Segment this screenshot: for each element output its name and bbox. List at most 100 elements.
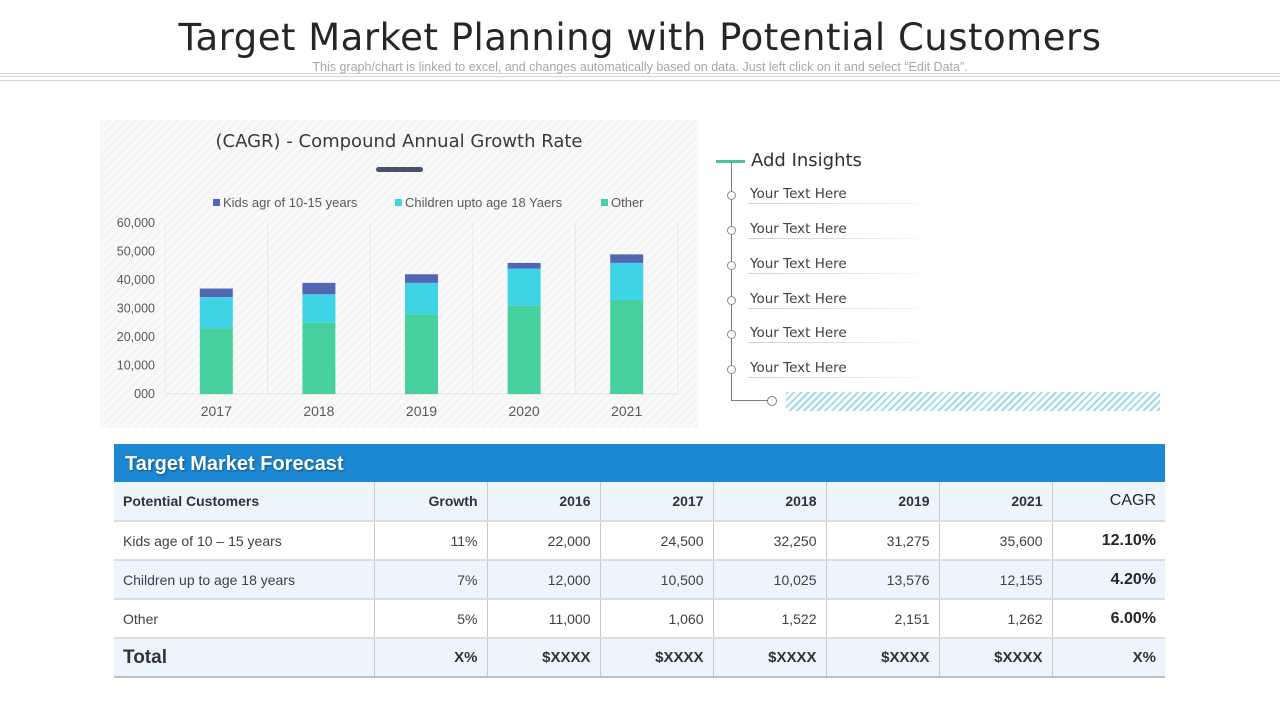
table-cell: 31,275 [826,521,940,561]
table-cell: 10,025 [713,560,827,600]
legend-swatch [213,199,220,206]
table-cell: 11,000 [487,599,601,639]
y-tick-label: 30,000 [117,302,155,316]
insight-underline [748,308,918,309]
insight-text[interactable]: Your Text Here [750,186,847,202]
cagr-cell: 4.20% [1052,560,1165,600]
table-cell: $XXXX [713,638,827,678]
table-cell: 2021 [939,482,1053,522]
table-cell: 1,262 [939,599,1053,639]
insights-timeline [731,162,732,401]
table-cell: 13,576 [826,560,940,600]
insight-bullet-icon [727,330,736,339]
x-tick-label: 2019 [406,403,437,419]
decorative-hatch-bar [786,392,1160,411]
table-cell: 5% [374,599,488,639]
row-label-cell: Other [114,599,375,639]
table-row: Other 5% 11,000 1,060 1,522 2,151 1,262 6.00% [114,599,1165,639]
legend-swatch [601,199,608,206]
y-tick-label: 10,000 [117,359,155,373]
insight-underline [748,203,918,204]
insights-accent-bar [716,160,745,163]
insight-text[interactable]: Your Text Here [750,360,847,376]
insight-text[interactable]: Your Text Here [750,256,847,272]
bar-segment [199,328,233,394]
table-cell: Growth [374,482,488,522]
table-row: Kids age of 10 – 15 years 11% 22,000 24,500… [114,521,1165,561]
insight-text[interactable]: Your Text Here [750,325,847,341]
x-tick-label: 2017 [201,403,232,419]
page-title: Target Market Planning with Potential Cu… [178,16,1102,59]
insight-underline [748,342,918,343]
insight-underline [748,238,918,239]
legend-label: Children upto age 18 Yaers [405,195,563,210]
y-tick-label: 20,000 [117,330,155,344]
x-tick-label: 2021 [611,403,642,419]
table-cell: 11% [374,521,488,561]
title-divider [0,73,1280,74]
insight-bullet-icon [727,226,736,235]
table-cell: 7% [374,560,488,600]
legend-label: Kids agr of 10-15 years [223,195,358,210]
insight-bullet-icon [727,365,736,374]
table-cell: 22,000 [487,521,601,561]
bar-segment [507,268,541,306]
y-tick-label: 60,000 [117,216,155,230]
table-cell: 1,522 [713,599,827,639]
cagr-cell: 6.00% [1052,599,1165,639]
title-divider [0,76,1280,77]
insight-underline [748,377,918,378]
insights-timeline-end [731,400,769,401]
table-cell: 12,000 [487,560,601,600]
insight-text[interactable]: Your Text Here [750,221,847,237]
insight-bullet-icon [727,191,736,200]
y-tick-label: 40,000 [117,273,155,287]
row-label-cell: Total [114,638,375,678]
table-cell: X% [374,638,488,678]
title-divider [0,80,1280,81]
table-cell: $XXXX [600,638,714,678]
table-cell: 35,600 [939,521,1053,561]
table-cell: 2018 [713,482,827,522]
bar-segment [199,288,233,298]
table-cell: $XXXX [939,638,1053,678]
row-label-cell: Kids age of 10 – 15 years [114,521,375,561]
chart-title: (CAGR) - Compound Annual Growth Rate [215,131,583,152]
insight-bullet-icon [727,261,736,270]
table-cell: 2019 [826,482,940,522]
forecast-table: Potential Customers Growth 2016 2017 2018 201… [114,482,1165,678]
x-tick-label: 2018 [303,403,334,419]
table-cell: 2,151 [826,599,940,639]
stacked-bar-chart[interactable]: 000 10,000 20,000 30,000 40,000 50,000 60,000 2… [100,185,698,428]
table-row: Children up to age 18 years 7% 12,000 10,50… [114,560,1165,600]
bar-segment [507,262,541,269]
bar-segment [302,322,336,394]
legend-label: Other [611,195,644,210]
bar-segment [302,294,336,323]
row-label-cell: Children up to age 18 years [114,560,375,600]
legend-swatch [395,199,402,206]
table-cell: $XXXX [826,638,940,678]
table-cell: 12,155 [939,560,1053,600]
bar-segment [199,297,233,329]
bar-segment [405,314,438,394]
insights-title: Add Insights [751,150,862,171]
insight-text[interactable]: Your Text Here [750,291,847,307]
y-tick-label: 50,000 [117,245,155,259]
table-cell: 2016 [487,482,601,522]
table-cell: 10,500 [600,560,714,600]
row-label-cell: Potential Customers [114,482,375,522]
table-cell: 32,250 [713,521,827,561]
y-tick-label: 000 [134,387,155,401]
bar-segment [405,274,438,283]
page-subtitle: This graph/chart is linked to excel, and… [312,60,968,74]
table-cell: 1,060 [600,599,714,639]
insights-end-circle-icon [767,396,777,406]
insight-underline [748,273,918,274]
cagr-cell: 12.10% [1052,521,1165,561]
bar-segment [405,282,438,315]
table-cell: $XXXX [487,638,601,678]
bar-segment [610,254,644,263]
bar-segment [610,262,644,300]
table-total-row: Total X% $XXXX $XXXX $XXXX $XXXX $XXXX X% [114,638,1165,678]
